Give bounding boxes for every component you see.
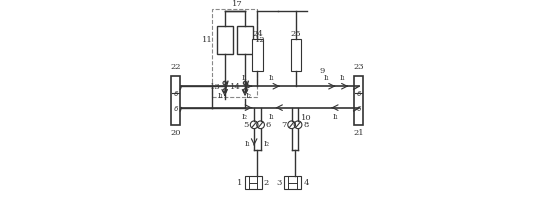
Text: I₂: I₂ [245, 92, 252, 100]
Text: 6: 6 [173, 106, 178, 112]
Text: 21: 21 [353, 129, 364, 137]
Text: 10: 10 [301, 114, 312, 122]
Bar [237, 26, 253, 54]
Text: 6: 6 [356, 106, 361, 112]
Text: 20: 20 [170, 129, 180, 137]
Text: I₁: I₁ [245, 140, 251, 148]
Text: 11: 11 [202, 36, 213, 44]
Bar [252, 39, 263, 71]
Text: 5: 5 [244, 121, 249, 129]
Bar [245, 176, 262, 189]
Text: I₂: I₂ [264, 140, 270, 148]
Text: 22: 22 [170, 63, 180, 71]
Text: I₂: I₂ [241, 113, 248, 121]
Text: I₁: I₁ [268, 113, 274, 121]
Bar [217, 26, 233, 54]
Bar [290, 39, 301, 71]
Text: 7: 7 [281, 121, 286, 129]
Bar [171, 76, 180, 125]
Text: I₁: I₁ [340, 74, 346, 82]
Text: 17: 17 [232, 0, 242, 8]
Text: I₁: I₁ [241, 74, 248, 82]
Text: 2: 2 [264, 178, 269, 187]
Text: 6: 6 [266, 121, 271, 129]
Text: 6: 6 [356, 91, 361, 97]
Bar [284, 176, 301, 189]
Text: 12: 12 [255, 36, 266, 44]
Text: 13: 13 [210, 83, 221, 91]
Text: I₁: I₁ [324, 74, 330, 82]
Text: 3: 3 [277, 178, 282, 187]
Text: I₁: I₁ [218, 92, 224, 100]
Text: 25: 25 [290, 30, 301, 38]
Text: 6: 6 [173, 91, 178, 97]
Text: 8: 8 [303, 121, 309, 129]
Text: I₁: I₁ [268, 74, 274, 82]
Bar [354, 76, 363, 125]
Text: 14: 14 [230, 83, 241, 91]
Text: 9: 9 [320, 67, 325, 75]
Text: 23: 23 [353, 63, 364, 71]
Bar [213, 9, 257, 97]
Text: 1: 1 [237, 178, 242, 187]
Text: I₁: I₁ [333, 113, 339, 121]
Text: 4: 4 [303, 178, 309, 187]
Text: 24: 24 [252, 30, 263, 38]
